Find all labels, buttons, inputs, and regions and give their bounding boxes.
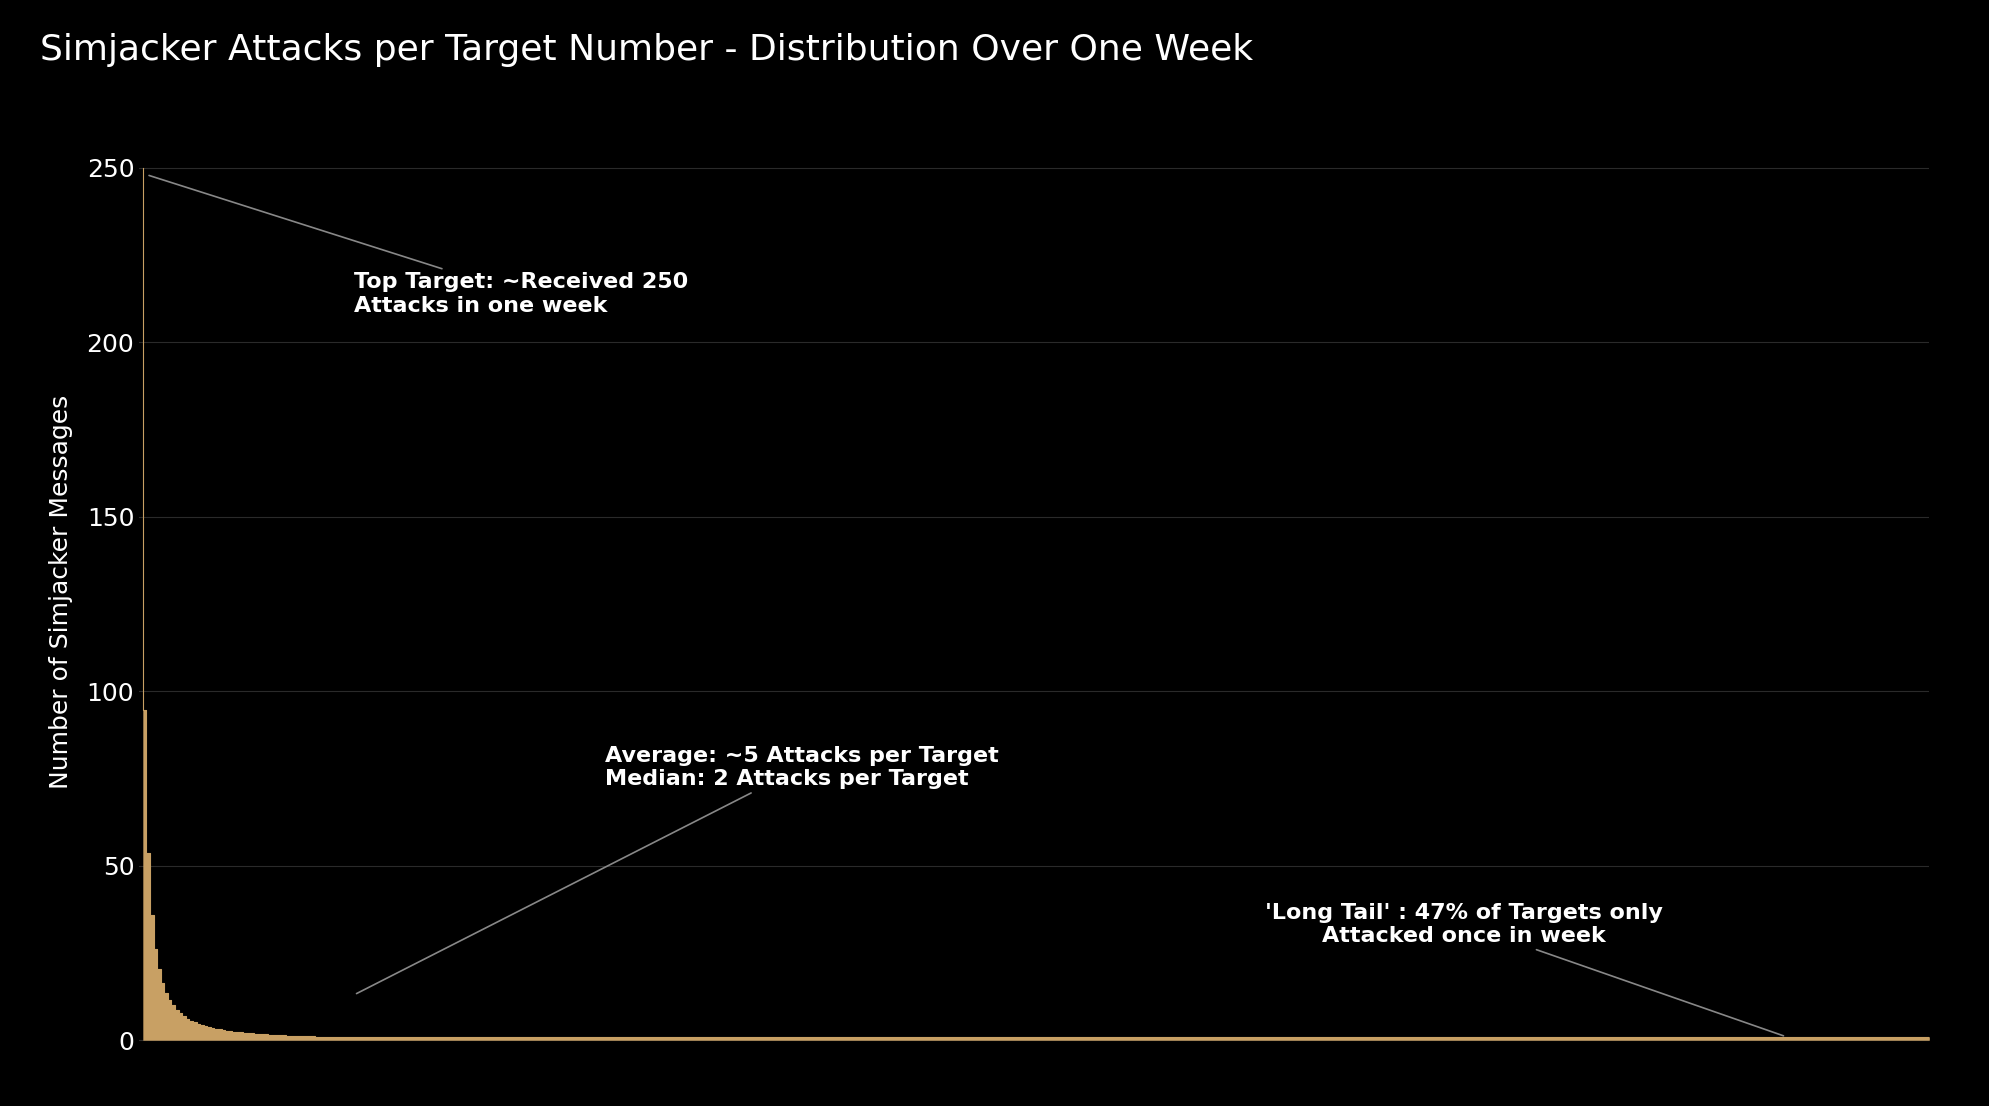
Text: Average: ~5 Attacks per Target
Median: 2 Attacks per Target: Average: ~5 Attacks per Target Median: 2…	[356, 745, 998, 993]
Text: 'Long Tail' : 47% of Targets only
Attacked once in week: 'Long Tail' : 47% of Targets only Attack…	[1265, 902, 1784, 1036]
Y-axis label: Number of Simjacker Messages: Number of Simjacker Messages	[48, 395, 74, 789]
Text: Top Target: ~Received 250
Attacks in one week: Top Target: ~Received 250 Attacks in one…	[149, 176, 688, 315]
Text: Simjacker Attacks per Target Number - Distribution Over One Week: Simjacker Attacks per Target Number - Di…	[40, 33, 1253, 67]
